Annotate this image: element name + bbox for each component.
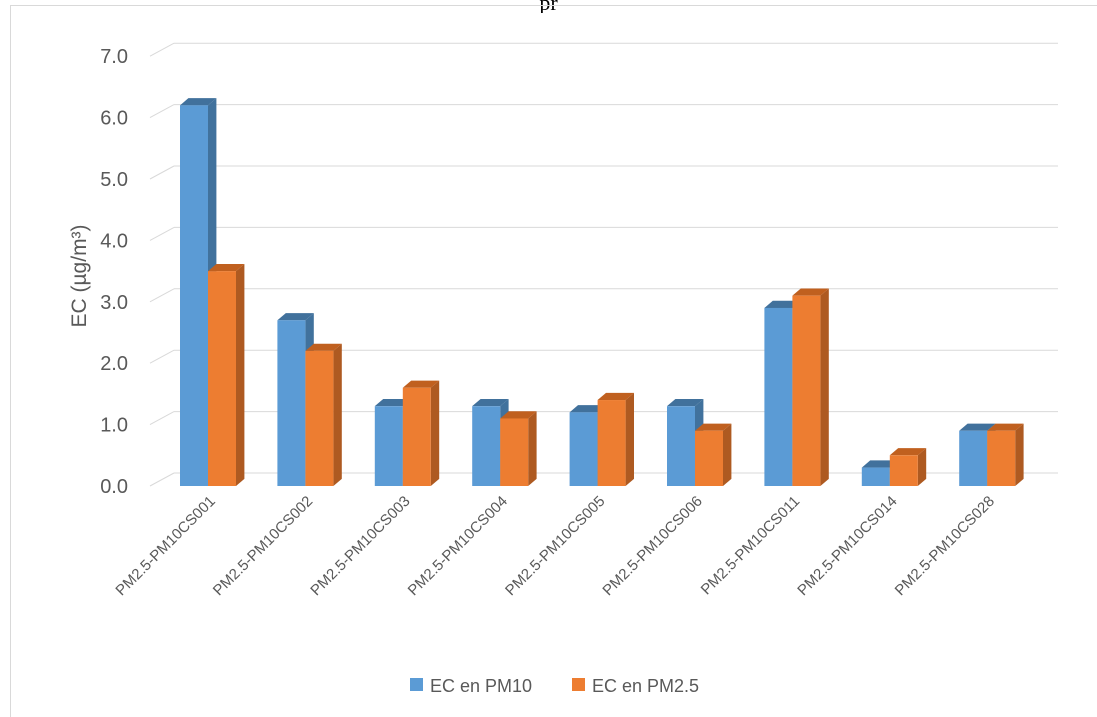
x-axis-labels: PM2.5-PM10CS001PM2.5-PM10CS002PM2.5-PM10…	[112, 493, 998, 599]
gridline-depth	[149, 472, 175, 487]
x-tick-label: PM2.5-PM10CS002	[210, 493, 316, 599]
bar-side	[625, 392, 634, 486]
bar-side	[917, 448, 927, 486]
bar-top	[374, 399, 412, 407]
bar-front	[987, 430, 1016, 486]
y-tick-label: 1.0	[100, 415, 128, 437]
x-tick-label: PM2.5-PM10CS011	[698, 493, 804, 599]
bar-front	[792, 295, 821, 486]
bar-top	[764, 300, 801, 308]
bar-front	[695, 430, 723, 486]
bar-side	[723, 423, 732, 486]
bar	[764, 300, 801, 486]
bar-top	[305, 343, 342, 351]
bar	[792, 288, 829, 486]
y-axis-label: EC (µg/m³)	[68, 224, 91, 327]
bar-side	[528, 411, 537, 486]
bar-side	[430, 380, 440, 486]
bar-top	[889, 448, 927, 456]
gridline-depth	[149, 42, 175, 57]
bar-front	[764, 307, 793, 486]
bar-top	[987, 423, 1024, 431]
bar-front	[402, 387, 431, 486]
bar-front	[861, 467, 890, 486]
bar-top	[277, 313, 314, 321]
y-tick-label: 4.0	[100, 230, 128, 252]
y-tick-label: 6.0	[100, 108, 128, 130]
legend-swatch	[410, 678, 423, 691]
gridline-depth	[149, 349, 175, 364]
chart-frame	[10, 5, 1097, 717]
legend-label: EC en PM10	[430, 676, 532, 696]
bar-top	[861, 460, 899, 468]
x-tick-label: PM2.5-PM10CS001	[112, 493, 218, 599]
bar	[208, 263, 245, 486]
x-tick-label: PM2.5-PM10CS005	[502, 493, 608, 599]
bar-front	[959, 430, 988, 486]
bar	[305, 343, 342, 486]
bar-top	[597, 392, 634, 401]
bars	[180, 98, 1024, 487]
bar	[500, 411, 537, 486]
bar-top	[472, 399, 509, 407]
bar	[987, 423, 1024, 486]
y-tick-label: 7.0	[100, 46, 128, 68]
gridline-depth	[149, 165, 175, 180]
y-tick-label: 3.0	[100, 292, 128, 314]
bar-front	[889, 455, 918, 486]
bar-top	[569, 405, 606, 413]
bar-side	[1015, 423, 1024, 486]
y-tick-label: 0.0	[100, 476, 128, 498]
bar-front	[667, 406, 695, 486]
bar-top	[792, 288, 829, 296]
bar-front	[180, 105, 208, 486]
bar-top	[402, 380, 440, 388]
chart-caption: pr	[539, 0, 558, 13]
bar	[889, 448, 927, 486]
gridline-depth	[149, 411, 175, 426]
bar-top	[695, 423, 732, 431]
bar-top	[667, 399, 704, 407]
y-axis-ticks: 0.0 1.0 2.0 3.0 4.0 5.0 6.0 7.0	[100, 46, 128, 498]
bar-front	[569, 412, 598, 486]
bar-top	[208, 263, 245, 272]
legend: EC en PM10 EC en PM2.5	[410, 676, 699, 696]
bar	[695, 423, 732, 486]
gridline-depth	[149, 288, 175, 303]
bar-side	[333, 343, 342, 486]
bar-side	[820, 288, 829, 486]
bar-top	[959, 423, 996, 431]
bar-top	[180, 98, 217, 106]
y-tick-label: 5.0	[100, 169, 128, 191]
bar	[402, 380, 440, 486]
legend-label: EC en PM2.5	[592, 676, 699, 696]
gridline-depth	[149, 104, 175, 119]
bar-front	[208, 271, 236, 486]
x-tick-label: PM2.5-PM10CS004	[405, 493, 511, 599]
bar-front	[472, 406, 501, 486]
y-tick-label: 2.0	[100, 353, 128, 375]
legend-swatch	[572, 678, 585, 691]
bar-front	[305, 350, 334, 486]
bar-front	[597, 400, 626, 486]
x-tick-label: PM2.5-PM10CS006	[599, 493, 705, 599]
x-tick-label: PM2.5-PM10CS028	[892, 493, 998, 599]
gridline-depth	[149, 226, 175, 241]
bar-top	[500, 411, 537, 419]
bar-front	[374, 406, 403, 486]
bar	[597, 392, 634, 486]
x-tick-label: PM2.5-PM10CS003	[307, 493, 413, 599]
x-tick-label: PM2.5-PM10CS014	[794, 493, 900, 599]
bar-front	[277, 320, 306, 486]
bar-front	[500, 418, 529, 486]
bar-side	[236, 263, 245, 486]
